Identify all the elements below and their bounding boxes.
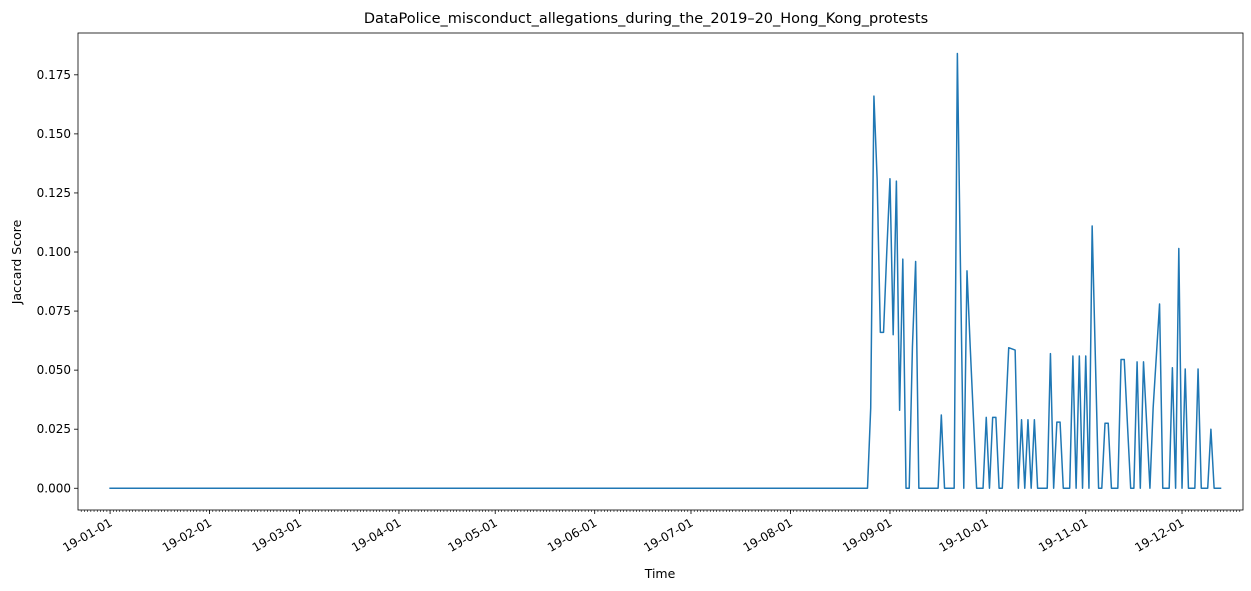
series-line-0	[109, 52, 1222, 490]
y-tick-label-0.025: 0.025	[37, 422, 71, 436]
x-axis-label: Time	[644, 566, 676, 581]
y-tick-label-0.100: 0.100	[37, 245, 71, 259]
y-axis-ticks: 0.000 0.025 0.050 0.075 0.100 0.125 0.150 0.175	[37, 68, 78, 495]
plot-frame	[77, 32, 1244, 511]
chart-title: DataPolice_misconduct_allegations_during…	[364, 11, 928, 27]
y-tick-label-0.150: 0.150	[37, 127, 71, 141]
y-tick-label-0.000: 0.000	[37, 481, 71, 495]
y-tick-label-0.075: 0.075	[37, 304, 71, 318]
y-tick-label-0.050: 0.050	[37, 363, 71, 377]
plot-area	[77, 32, 1244, 511]
y-tick-label-0.125: 0.125	[37, 186, 71, 200]
y-axis-label: Jaccard Score	[9, 219, 24, 305]
y-tick-label-0.175: 0.175	[37, 68, 71, 82]
